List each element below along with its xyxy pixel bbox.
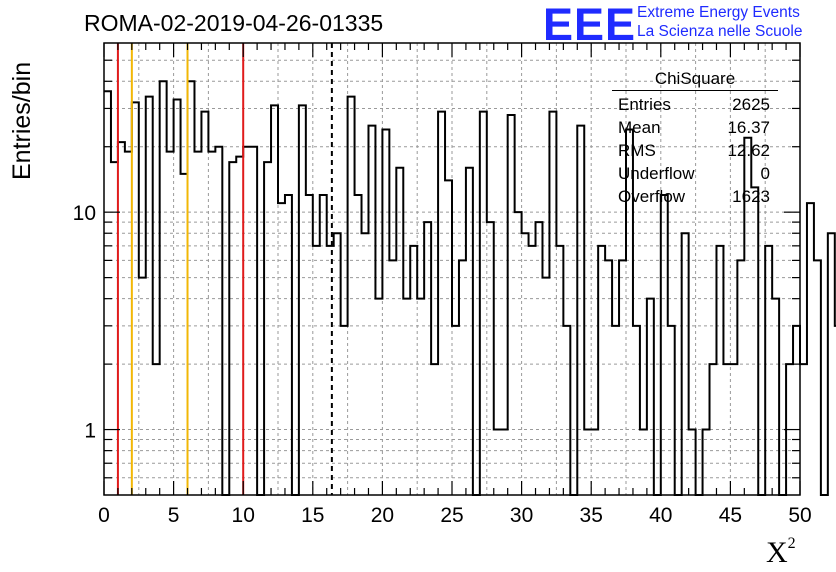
logo-caption: Extreme Energy Events La Scienza nelle S…: [637, 3, 802, 41]
run-title: ROMA-02-2019-04-26-01335: [84, 10, 384, 36]
x-axis-label: X2: [766, 535, 796, 570]
x-tick-label: 25: [440, 504, 463, 527]
eee-logo: EEE: [543, 0, 637, 50]
stats-box: ChiSquare Entries 2625 Mean 16.37 RMS 12.62…: [612, 68, 778, 208]
stat-row-overflow: Overflow 1623: [612, 185, 778, 208]
x-tick-label: 20: [371, 504, 394, 527]
stat-value: 12.62: [727, 141, 770, 160]
x-tick-label: 5: [168, 504, 180, 527]
x-tick-label: 30: [510, 504, 533, 527]
histogram-series: [104, 80, 836, 496]
x-tick-label: 0: [98, 504, 110, 527]
stat-label: Underflow: [618, 164, 695, 183]
stat-label: Overflow: [618, 187, 686, 206]
y-tick-label: 1: [84, 420, 96, 443]
stat-value: 0: [760, 164, 770, 183]
stat-value: 2625: [732, 95, 770, 114]
stat-row-entries: Entries 2625: [612, 93, 778, 116]
x-tick-label: 35: [580, 504, 603, 527]
stat-value: 1623: [732, 187, 770, 206]
x-axis-label-superscript: 2: [787, 535, 796, 552]
y-axis-label: Entries/bin: [8, 61, 36, 180]
x-tick-label: 40: [649, 504, 672, 527]
logo-line-1: Extreme Energy Events: [637, 4, 800, 21]
stat-value: 16.37: [727, 118, 770, 137]
y-tick-label: 10: [73, 202, 96, 225]
logo-line-2: La Scienza nelle Scuole: [637, 23, 803, 40]
x-tick-label: 15: [301, 504, 324, 527]
x-tick-label: 50: [788, 504, 811, 527]
x-tick-label: 45: [719, 504, 742, 527]
stat-row-underflow: Underflow 0: [612, 162, 778, 185]
x-tick-label: 10: [232, 504, 255, 527]
stat-row-rms: RMS 12.62: [612, 139, 778, 162]
stats-title: ChiSquare: [612, 68, 778, 91]
stat-row-mean: Mean 16.37: [612, 116, 778, 139]
stat-label: RMS: [618, 141, 656, 160]
stat-label: Entries: [618, 95, 671, 114]
x-axis-label-main: X: [766, 536, 788, 569]
stat-label: Mean: [618, 118, 661, 137]
